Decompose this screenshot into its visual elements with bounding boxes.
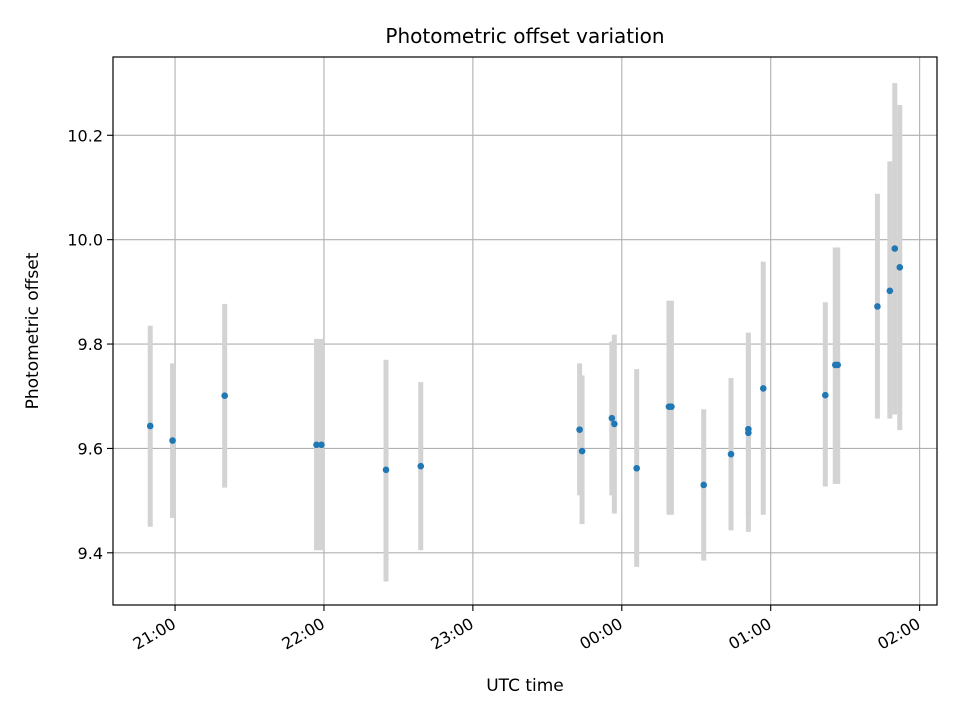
grid-lines (113, 57, 937, 605)
y-tick-label: 9.8 (78, 335, 103, 354)
data-point (146, 422, 154, 430)
data-point (318, 441, 325, 449)
data-point (608, 414, 616, 422)
x-axis-label: UTC time (486, 676, 564, 696)
data-point (745, 425, 752, 433)
data-point (891, 245, 899, 252)
y-axis-ticks: 9.4 9.6 9.8 10.0 10.2 (67, 126, 113, 563)
data-point (313, 441, 320, 449)
y-axis-label: Photometric offset (23, 252, 43, 409)
data-point (221, 392, 228, 400)
data-point (700, 481, 707, 489)
y-tick-label: 10.2 (67, 126, 103, 145)
data-points (146, 245, 904, 489)
y-tick-label: 9.6 (78, 439, 103, 458)
data-point (834, 361, 842, 369)
data-point (633, 464, 640, 472)
chart-title: Photometric offset variation (385, 24, 664, 48)
y-tick-label: 9.4 (78, 544, 103, 563)
data-point (727, 450, 735, 458)
y-tick-label: 10.0 (67, 231, 103, 250)
data-point (611, 420, 618, 428)
data-point (759, 385, 767, 392)
data-point (576, 426, 583, 433)
data-point (417, 462, 425, 470)
data-point (382, 466, 390, 474)
data-point (668, 403, 675, 410)
data-point (578, 447, 586, 455)
data-point (886, 287, 894, 295)
plot-frame (112, 56, 938, 606)
data-point (896, 264, 904, 271)
data-point (874, 303, 881, 310)
data-point (169, 437, 176, 444)
data-point (822, 391, 829, 399)
